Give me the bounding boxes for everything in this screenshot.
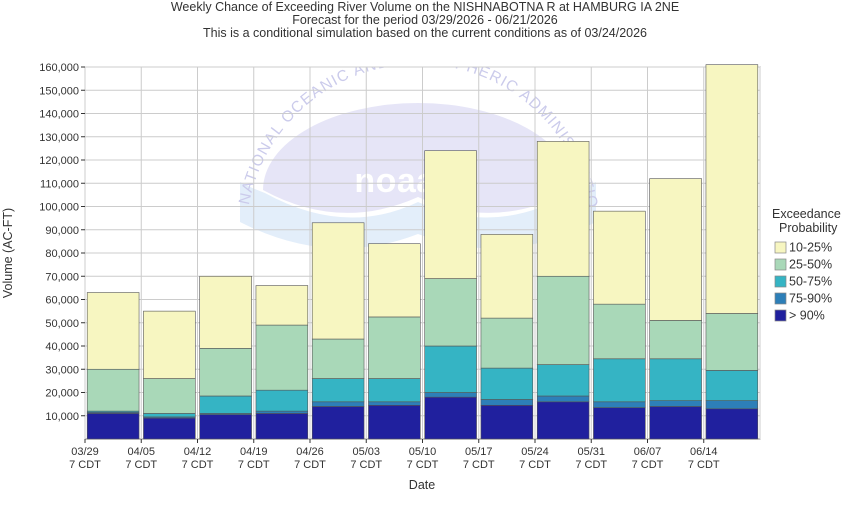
svg-text:7 CDT: 7 CDT (632, 459, 664, 471)
svg-text:05/31: 05/31 (577, 446, 605, 458)
svg-text:120,000: 120,000 (39, 155, 79, 167)
svg-text:04/12: 04/12 (184, 446, 212, 458)
svg-text:7 CDT: 7 CDT (575, 459, 607, 471)
svg-text:80,000: 80,000 (45, 248, 79, 260)
svg-text:90,000: 90,000 (45, 225, 79, 237)
svg-text:7 CDT: 7 CDT (688, 459, 720, 471)
svg-text:This is a conditional simulati: This is a conditional simulation based o… (203, 26, 647, 40)
svg-text:05/10: 05/10 (409, 446, 437, 458)
svg-text:03/29: 03/29 (71, 446, 99, 458)
svg-text:Probability: Probability (779, 221, 838, 235)
svg-text:Forecast for the period 03/29/: Forecast for the period 03/29/2026 - 06/… (292, 13, 558, 27)
svg-text:20,000: 20,000 (45, 388, 79, 400)
svg-text:7 CDT: 7 CDT (519, 459, 551, 471)
svg-text:40,000: 40,000 (45, 341, 79, 353)
svg-text:30,000: 30,000 (45, 364, 79, 376)
svg-text:150,000: 150,000 (39, 85, 79, 97)
svg-text:10-25%: 10-25% (789, 241, 832, 255)
svg-text:140,000: 140,000 (39, 109, 79, 121)
svg-text:110,000: 110,000 (40, 178, 79, 190)
svg-text:7 CDT: 7 CDT (238, 459, 270, 471)
svg-text:10,000: 10,000 (45, 411, 79, 423)
svg-text:7 CDT: 7 CDT (407, 459, 439, 471)
svg-text:Exceedance: Exceedance (772, 207, 841, 221)
svg-text:04/26: 04/26 (296, 446, 324, 458)
svg-text:25-50%: 25-50% (789, 258, 832, 272)
svg-text:50,000: 50,000 (45, 318, 79, 330)
svg-text:160,000: 160,000 (39, 62, 79, 74)
svg-text:7 CDT: 7 CDT (463, 459, 495, 471)
svg-text:06/07: 06/07 (634, 446, 662, 458)
svg-text:75-90%: 75-90% (789, 292, 832, 306)
svg-text:04/19: 04/19 (240, 446, 268, 458)
svg-text:7 CDT: 7 CDT (294, 459, 326, 471)
svg-text:> 90%: > 90% (789, 309, 825, 323)
svg-text:7 CDT: 7 CDT (125, 459, 157, 471)
svg-text:130,000: 130,000 (39, 132, 79, 144)
svg-text:7 CDT: 7 CDT (182, 459, 214, 471)
svg-text:06/14: 06/14 (690, 446, 718, 458)
svg-text:05/17: 05/17 (465, 446, 493, 458)
svg-text:04/05: 04/05 (127, 446, 155, 458)
svg-text:05/03: 05/03 (352, 446, 380, 458)
svg-text:05/24: 05/24 (521, 446, 549, 458)
svg-text:Weekly Chance of Exceeding Riv: Weekly Chance of Exceeding River Volume … (171, 0, 679, 14)
svg-text:60,000: 60,000 (45, 295, 79, 307)
svg-text:Volume (AC-FT): Volume (AC-FT) (1, 208, 15, 298)
svg-text:100,000: 100,000 (39, 202, 79, 214)
svg-text:Date: Date (409, 478, 435, 492)
svg-text:7 CDT: 7 CDT (69, 459, 101, 471)
svg-text:7 CDT: 7 CDT (350, 459, 382, 471)
svg-text:50-75%: 50-75% (789, 275, 832, 289)
svg-text:70,000: 70,000 (45, 271, 79, 283)
